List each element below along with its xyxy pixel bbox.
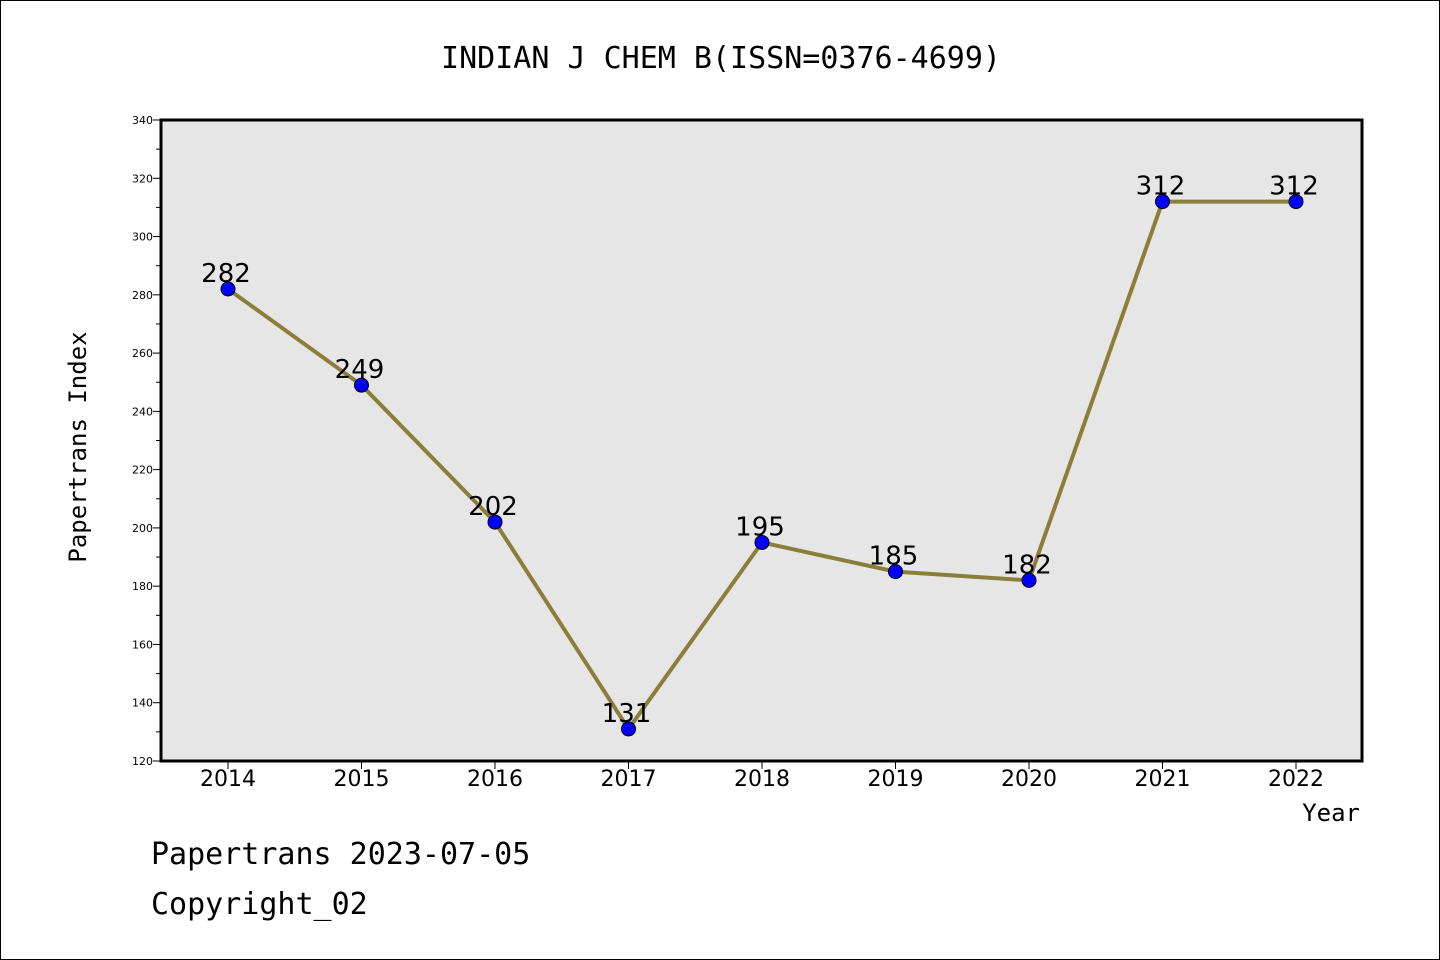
y-axis: 120 140 160 180 200 220 240 260 280 300 320 340 bbox=[132, 114, 161, 768]
y-axis-label: Papertrans Index bbox=[64, 331, 92, 562]
series-layer: 282 249 202 131 195 185 182 312 312 bbox=[201, 172, 1319, 737]
data-point bbox=[621, 721, 636, 737]
y-tick-label: 120 bbox=[132, 755, 153, 768]
data-label: 182 bbox=[1002, 550, 1052, 580]
y-tick-label: 180 bbox=[132, 580, 153, 593]
data-label: 202 bbox=[468, 492, 518, 522]
y-tick-label: 300 bbox=[132, 231, 153, 244]
data-label: 249 bbox=[335, 355, 385, 385]
data-point bbox=[354, 377, 369, 393]
x-tick-label: 2019 bbox=[868, 767, 924, 792]
data-label: 312 bbox=[1269, 172, 1319, 202]
y-tick-label: 340 bbox=[132, 114, 153, 127]
x-tick-label: 2018 bbox=[734, 767, 790, 792]
plot-area bbox=[161, 120, 1362, 761]
data-label: 282 bbox=[201, 259, 251, 289]
y-tick-label: 240 bbox=[132, 405, 153, 418]
x-tick-label: 2022 bbox=[1268, 767, 1324, 792]
data-point bbox=[220, 281, 236, 297]
footer-date: Papertrans 2023-07-05 bbox=[151, 837, 531, 872]
data-point bbox=[487, 514, 503, 530]
x-tick-label: 2017 bbox=[601, 767, 657, 792]
x-tick-label: 2016 bbox=[467, 767, 523, 792]
y-tick-label: 140 bbox=[132, 697, 153, 710]
data-label: 195 bbox=[735, 512, 785, 542]
data-point bbox=[754, 534, 770, 550]
data-point bbox=[1155, 194, 1170, 210]
y-tick-label: 320 bbox=[132, 172, 153, 185]
y-tick-label: 220 bbox=[132, 464, 153, 477]
data-point bbox=[1021, 572, 1037, 588]
x-tick-label: 2015 bbox=[334, 767, 390, 792]
y-tick-label: 260 bbox=[132, 347, 153, 360]
plot-border bbox=[159, 118, 1364, 763]
y-tick-label: 200 bbox=[132, 522, 153, 535]
data-label: 185 bbox=[869, 542, 919, 572]
data-point bbox=[888, 564, 903, 580]
x-tick-label: 2020 bbox=[1001, 767, 1057, 792]
chart-title: INDIAN J CHEM B(ISSN=0376-4699) bbox=[441, 41, 1001, 76]
y-tick-label: 280 bbox=[132, 289, 153, 302]
data-label: 131 bbox=[602, 699, 652, 729]
data-label: 312 bbox=[1136, 172, 1186, 202]
x-axis: 2014 2015 2016 2017 2018 2019 2020 2021 2022 bbox=[200, 761, 1324, 792]
data-point bbox=[1288, 194, 1304, 210]
y-tick-label: 160 bbox=[132, 638, 153, 651]
footer-copyright: Copyright_02 bbox=[151, 887, 368, 922]
x-tick-label: 2021 bbox=[1135, 767, 1191, 792]
x-axis-label: Year bbox=[1302, 799, 1360, 827]
x-tick-label: 2014 bbox=[200, 767, 256, 792]
